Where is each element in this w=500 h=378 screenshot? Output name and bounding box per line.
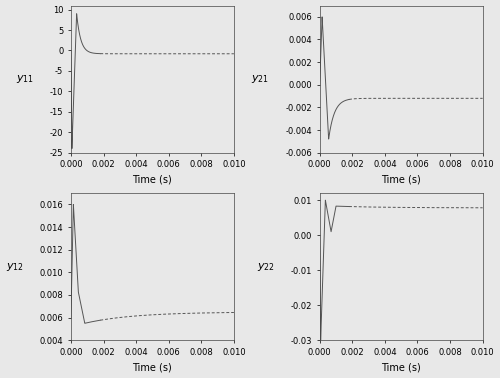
Y-axis label: $y_{{22}}$: $y_{{22}}$ (256, 261, 274, 273)
Y-axis label: $y_{{11}}$: $y_{{11}}$ (16, 73, 34, 85)
X-axis label: Time (s): Time (s) (132, 363, 172, 372)
Y-axis label: $y_{{21}}$: $y_{{21}}$ (252, 73, 270, 85)
X-axis label: Time (s): Time (s) (132, 175, 172, 185)
Y-axis label: $y_{{12}}$: $y_{{12}}$ (6, 261, 24, 273)
X-axis label: Time (s): Time (s) (382, 363, 421, 372)
X-axis label: Time (s): Time (s) (382, 175, 421, 185)
